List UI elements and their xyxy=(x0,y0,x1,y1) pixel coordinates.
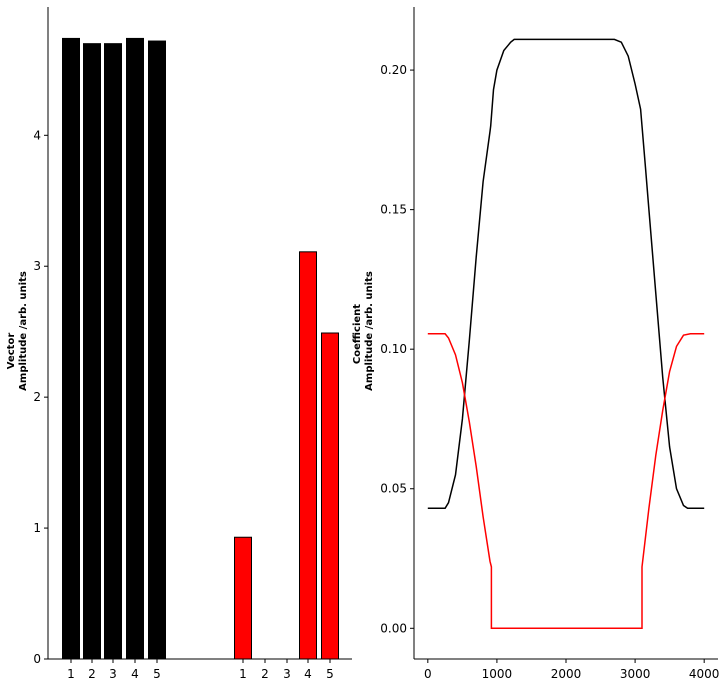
left-y-tick-label: 3 xyxy=(33,259,41,273)
left-y-tick-label: 0 xyxy=(33,652,41,666)
right-y-tick-label: 0.15 xyxy=(380,203,407,217)
bar-group2-4 xyxy=(299,251,317,660)
left-x-tick-label: 2 xyxy=(88,667,96,681)
bar-group1-5 xyxy=(148,40,166,660)
left-ylabel-line2: Amplitude /arb. units xyxy=(18,271,29,391)
left-y-tick-label: 1 xyxy=(33,521,41,535)
coefficient-line-chart: Coefficient Amplitude /arb. units 0.00 0.… xyxy=(352,7,719,681)
bar-group1-4 xyxy=(126,37,144,660)
right-y-tick-label: 0.05 xyxy=(380,482,407,496)
left-x-tick-label: 1 xyxy=(67,667,75,681)
right-x-tick-label: 1000 xyxy=(482,667,513,681)
left-x-tick-label: 5 xyxy=(326,667,334,681)
left-x-tick-label: 4 xyxy=(304,667,312,681)
left-x-tick-label: 4 xyxy=(131,667,139,681)
bar-group1-3 xyxy=(104,43,122,660)
right-y-tick-label: 0.20 xyxy=(380,63,407,77)
bar-group1-1 xyxy=(62,37,80,660)
right-x-tick-label: 2000 xyxy=(551,667,582,681)
left-y-tick-label: 2 xyxy=(33,390,41,404)
right-y-tick-label: 0.00 xyxy=(380,621,407,635)
left-x-tick-label: 5 xyxy=(153,667,161,681)
right-x-tick-label: 4000 xyxy=(689,667,720,681)
left-x-tick-label: 1 xyxy=(239,667,247,681)
left-y-tick-label: 4 xyxy=(33,128,41,142)
series-line-1 xyxy=(427,38,705,510)
bar-group2-5 xyxy=(321,332,339,660)
right-x-tick-label: 3000 xyxy=(620,667,651,681)
left-ylabel-line1: Vector xyxy=(6,333,17,370)
series-line-2 xyxy=(427,333,705,630)
left-x-tick-label: 2 xyxy=(261,667,269,681)
right-ylabel-line2: Amplitude /arb. units xyxy=(364,271,375,391)
bar-group2-1 xyxy=(234,536,252,660)
right-y-tick-label: 0.10 xyxy=(380,342,407,356)
left-x-tick-label: 3 xyxy=(283,667,291,681)
right-ylabel-line1: Coefficient xyxy=(352,304,363,364)
right-x-tick-label: 0 xyxy=(424,667,432,681)
bar-group1-2 xyxy=(83,43,101,660)
left-x-tick-label: 3 xyxy=(109,667,117,681)
